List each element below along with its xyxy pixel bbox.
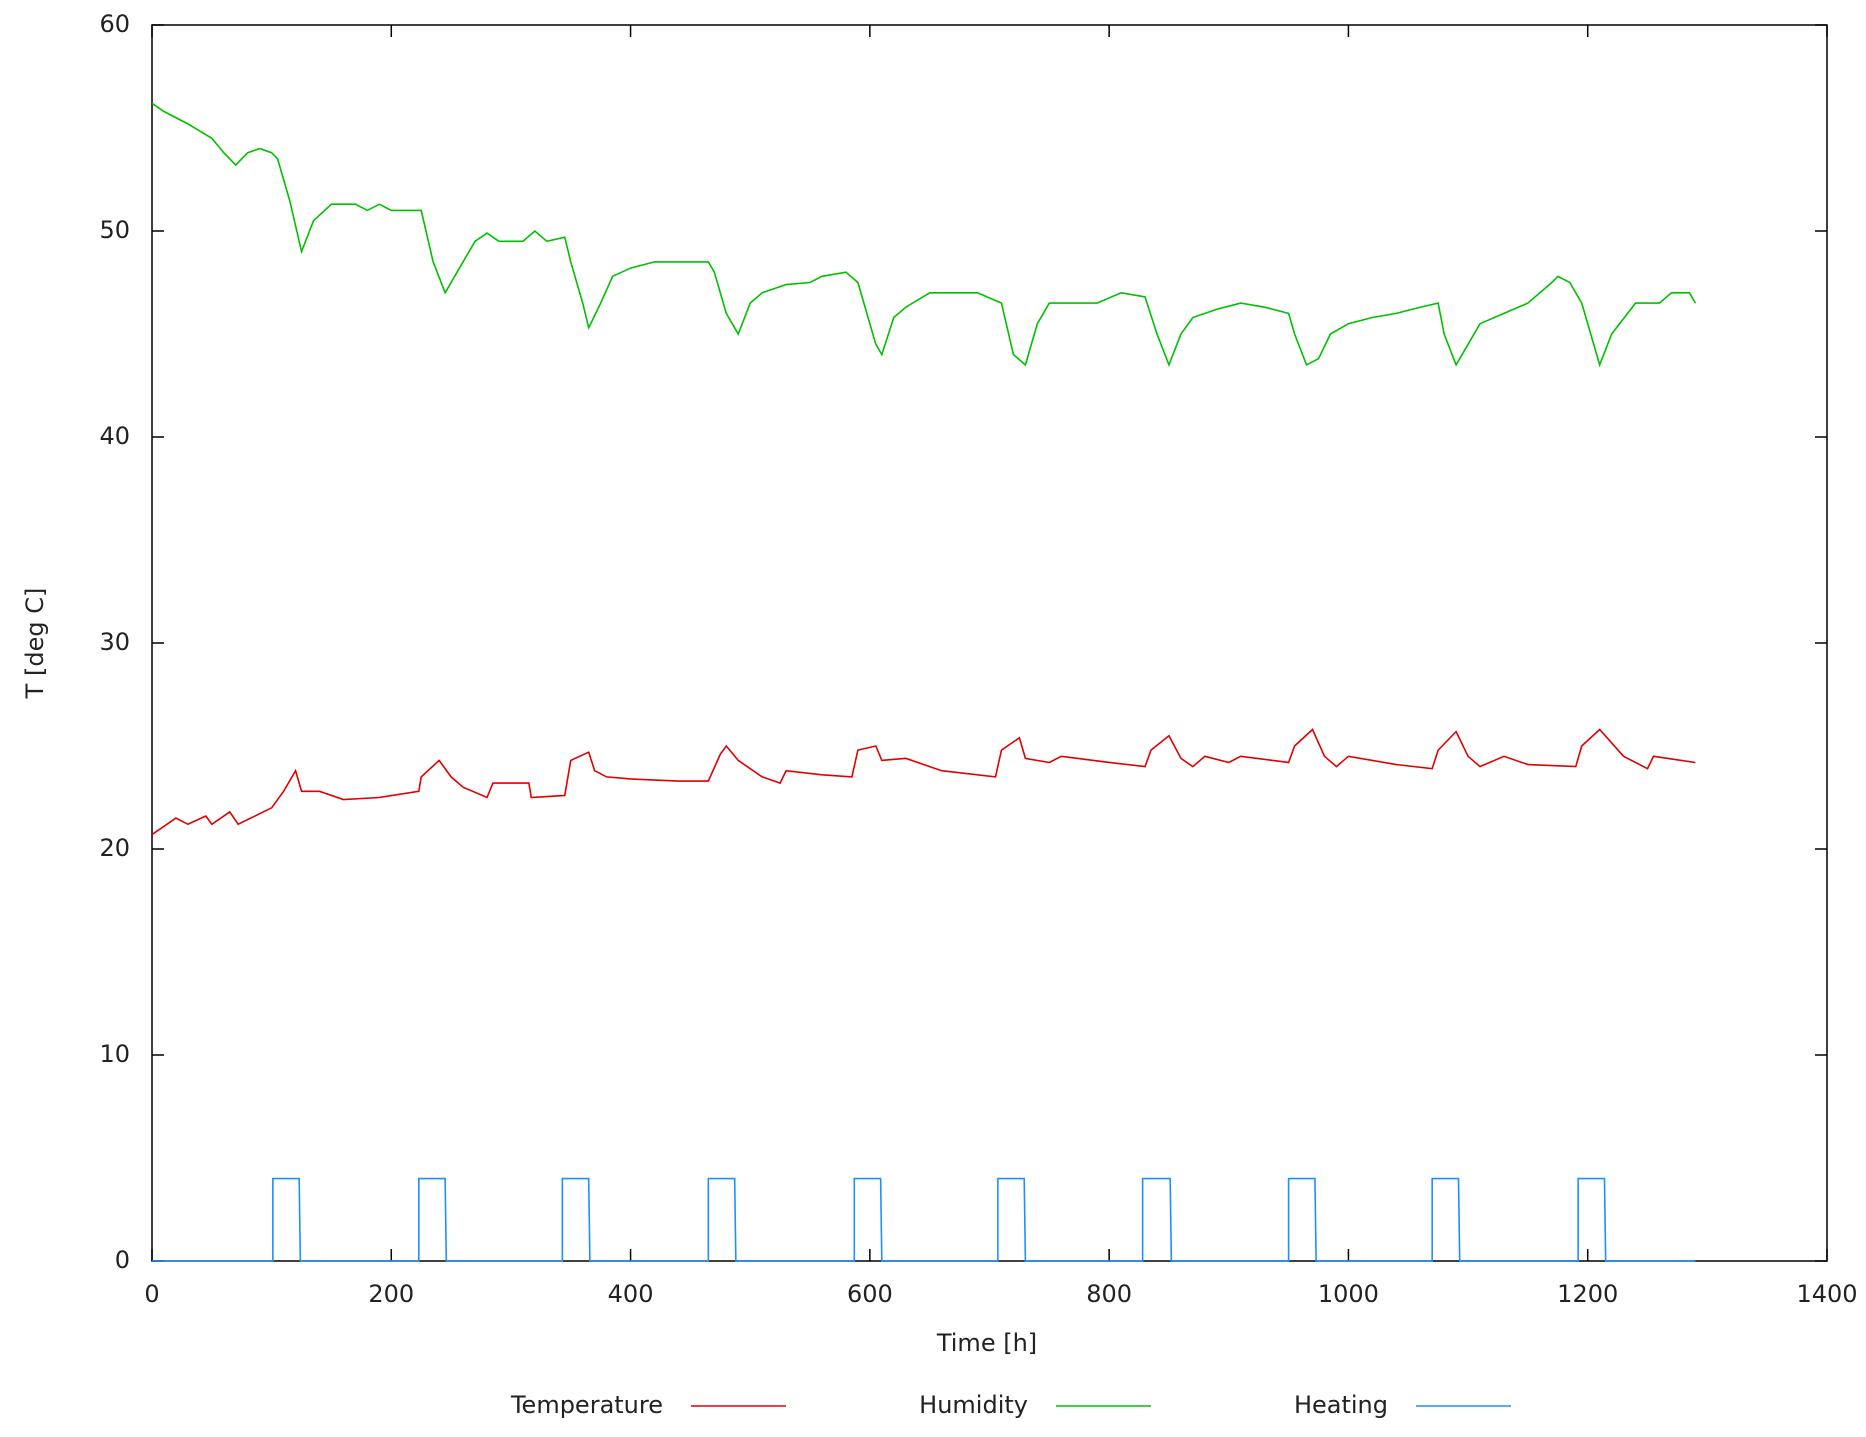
y-axis-label: T [deg C] [21, 588, 49, 700]
y-tick-label: 20 [99, 834, 130, 862]
series-line [151, 728, 1696, 836]
y-tick-label: 40 [99, 422, 130, 450]
x-tick-label: 800 [1086, 1280, 1132, 1308]
y-tick-label: 60 [99, 10, 130, 38]
series-line [151, 102, 1697, 368]
y-tick-label: 50 [99, 216, 130, 244]
y-tick-label: 0 [115, 1246, 130, 1274]
x-tick-label: 400 [608, 1280, 654, 1308]
y-tick-label: 10 [99, 1040, 130, 1068]
legend-label: Temperature [510, 1391, 663, 1419]
x-axis-label: Time [h] [936, 1329, 1037, 1357]
x-tick-label: 1400 [1796, 1280, 1857, 1308]
x-tick-label: 1000 [1318, 1280, 1379, 1308]
x-tick-label: 200 [368, 1280, 414, 1308]
x-tick-label: 0 [144, 1280, 159, 1308]
x-tick-label: 1200 [1557, 1280, 1618, 1308]
y-tick-label: 30 [99, 628, 130, 656]
legend-label: Heating [1294, 1391, 1388, 1419]
x-tick-label: 600 [847, 1280, 893, 1308]
series-line [152, 1177, 1696, 1262]
legend-label: Humidity [919, 1391, 1028, 1419]
